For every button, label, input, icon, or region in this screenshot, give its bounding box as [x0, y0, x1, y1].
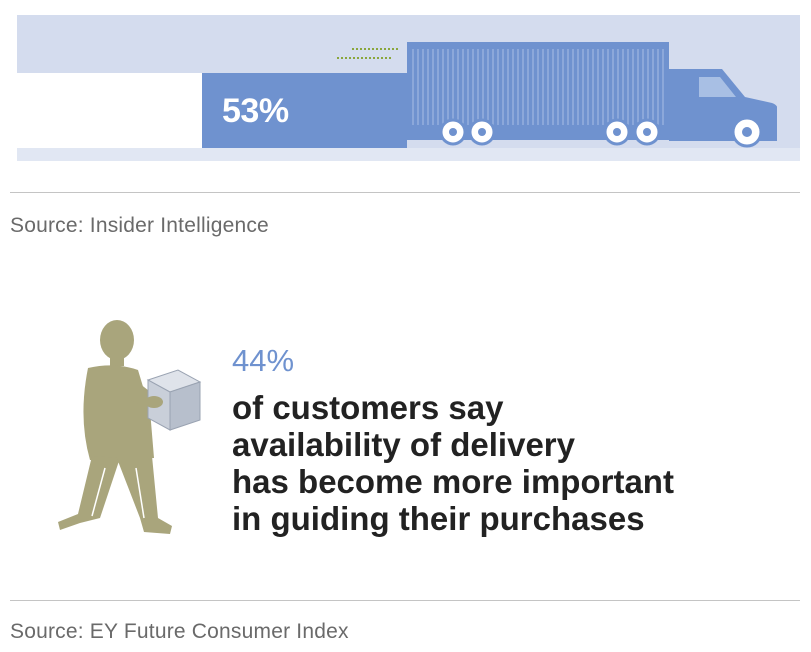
stat-line: availability of delivery — [232, 426, 575, 463]
stat-line: has become more important — [232, 463, 674, 500]
percent-bar — [202, 73, 407, 148]
truck-percent-label: 53% — [222, 92, 289, 130]
delivery-person-icon — [58, 320, 202, 534]
panel-bottom-band — [17, 148, 800, 161]
source-caption-1: Source: Insider Intelligence — [10, 214, 269, 237]
truck-icon — [337, 42, 777, 148]
white-bar-segment — [17, 73, 202, 148]
source-caption-2: Source: EY Future Consumer Index — [10, 620, 349, 643]
stat-percent: 44% — [232, 343, 295, 378]
stat-line: of customers say — [232, 389, 504, 426]
divider-top — [10, 192, 800, 193]
stat-description: of customers say availability of deliver… — [232, 389, 674, 537]
divider-bottom — [10, 600, 800, 601]
truck-infographic: 53% — [17, 15, 800, 161]
package-icon — [146, 369, 202, 431]
stat-line: in guiding their purchases — [232, 500, 645, 537]
